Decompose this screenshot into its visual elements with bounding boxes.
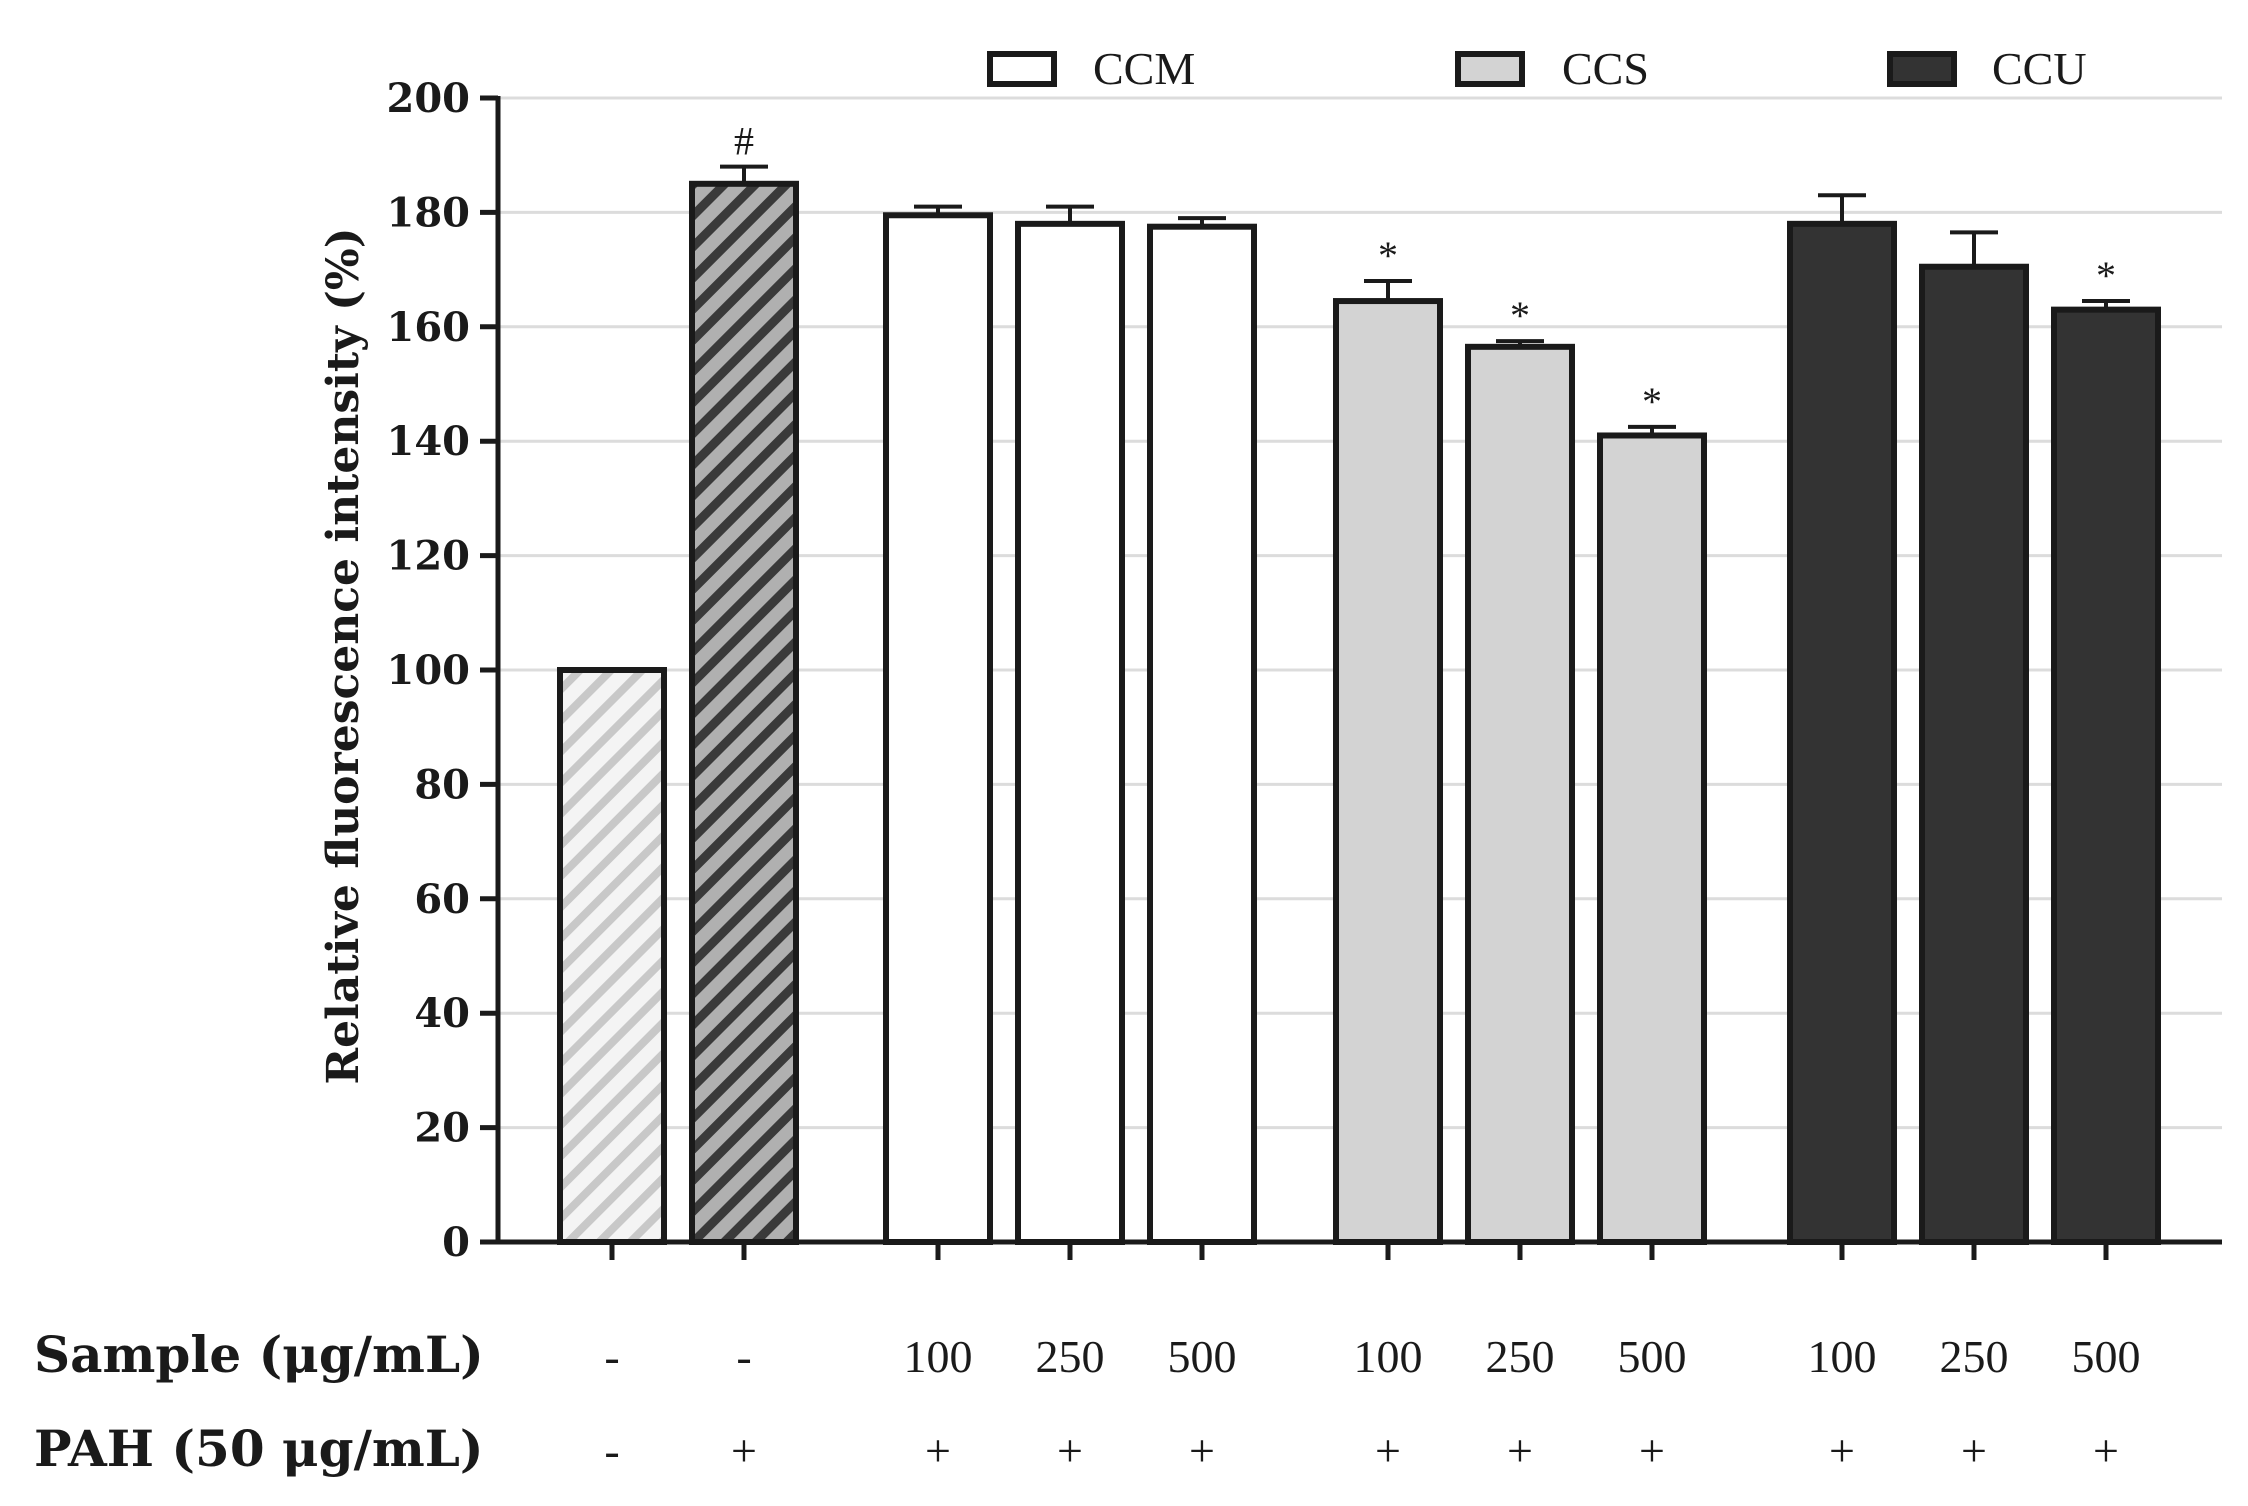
sample-value-11: 500 [2072,1331,2141,1382]
y-tick-label: 20 [414,1105,470,1152]
sample-value-8: 500 [1618,1331,1687,1382]
sample-value-4: 250 [1036,1331,1105,1382]
bars [557,180,2161,1246]
condition-table: Sample (μg/mL) PAH (50 μg/mL) - - 100 250 50… [34,1325,2141,1478]
y-axis-ticks: 0 20 40 60 80 100 120 140 160 180 200 [387,75,498,1266]
legend-swatch-ccm [987,51,1057,87]
error-bars [720,164,2130,436]
sample-row-label: Sample (μg/mL) [34,1325,484,1384]
y-tick-label: 80 [414,761,470,808]
pah-value-11: + [2093,1425,2119,1476]
pah-value-5: + [1189,1425,1215,1476]
sample-value-9: 100 [1808,1331,1877,1382]
pah-value-8: + [1639,1425,1665,1476]
pah-value-3: + [925,1425,951,1476]
legend-label-ccm: CCM [1093,43,1195,94]
bar-4 [1015,220,1125,1245]
bar-1 [557,667,667,1245]
bar-6 [1333,298,1443,1245]
y-tick-label: 180 [387,189,471,236]
pah-value-4: + [1057,1425,1083,1476]
bar-9 [1787,220,1897,1245]
pah-value-10: + [1961,1425,1987,1476]
bar-10 [1919,263,2029,1245]
sample-value-3: 100 [904,1331,973,1382]
legend-item-ccs: CCS [1455,43,1649,94]
significance-mark-7: * [1510,293,1530,338]
y-tick-label: 100 [387,647,471,694]
significance-mark-8: * [1642,379,1662,424]
bar-8 [1597,432,1707,1246]
axes [495,96,2222,1245]
significance-mark-2: # [734,119,754,164]
bar-11 [2051,306,2161,1245]
sample-value-1: - [604,1331,619,1382]
pah-value-9: + [1829,1425,1855,1476]
pah-value-6: + [1375,1425,1401,1476]
legend-item-ccu: CCU [1887,43,2087,94]
y-tick-label: 160 [387,304,471,351]
legend-item-ccm: CCM [987,43,1195,94]
y-axis-title: Relative fluorescence intensity (%) [318,227,369,1084]
x-axis-ticks [609,1242,2109,1260]
legend-label-ccs: CCS [1562,43,1649,94]
legend-label-ccu: CCU [1992,43,2087,94]
legend-swatch-ccs [1455,51,1525,87]
y-tick-label: 40 [414,990,470,1037]
y-tick-label: 140 [387,418,471,465]
significance-mark-6: * [1378,233,1398,278]
sample-value-5: 500 [1168,1331,1237,1382]
y-tick-label: 60 [414,876,470,923]
sample-value-7: 250 [1486,1331,1555,1382]
sample-value-10: 250 [1940,1331,2009,1382]
pah-value-2: + [731,1425,757,1476]
bar-3 [883,212,993,1245]
pah-value-7: + [1507,1425,1533,1476]
sample-value-2: - [736,1331,751,1382]
bar-2 [689,180,799,1245]
significance-mark-11: * [2096,253,2116,298]
y-tick-label: 0 [442,1219,470,1266]
y-tick-label: 200 [387,75,471,122]
legend: CCM CCS CCU [987,43,2087,94]
significance-annotations: # * * * * [734,119,2116,424]
pah-value-1: - [604,1425,619,1476]
bar-7 [1465,343,1575,1245]
pah-row-label: PAH (50 μg/mL) [34,1419,484,1478]
legend-swatch-ccu [1887,51,1957,87]
bar-5 [1147,223,1257,1245]
sample-value-6: 100 [1354,1331,1423,1382]
y-tick-label: 120 [387,533,471,580]
